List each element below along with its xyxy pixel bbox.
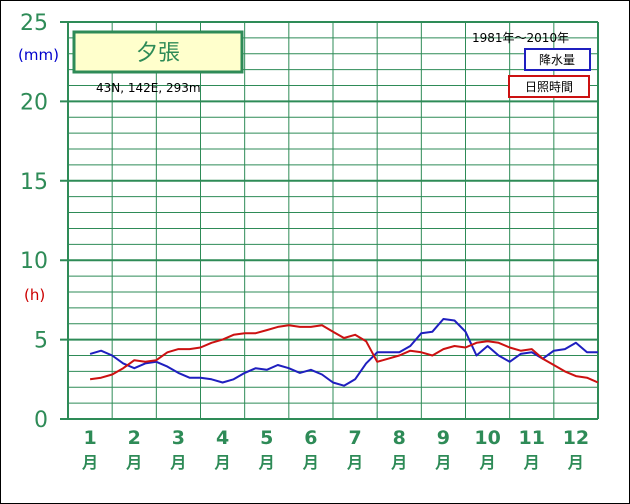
title-box <box>72 30 244 74</box>
x-tick-labels: 1 月 2 月 3 月 4 月 5 月 6 月 7 月 8 月 9 月 10 月 11 月 12 月 <box>81 427 589 472</box>
y-tick-label: 10 <box>20 249 48 274</box>
month-suffix-label: 月 <box>258 453 275 472</box>
y-tick-label: 25 <box>20 11 48 36</box>
month-number-label: 4 <box>216 427 229 449</box>
month-number-label: 1 <box>83 427 96 449</box>
month-number-label: 7 <box>348 427 361 449</box>
month-suffix-label: 月 <box>302 453 319 472</box>
period-label: 1981年～2010年 <box>472 31 569 45</box>
month-number-label: 2 <box>128 427 141 449</box>
month-suffix-label: 月 <box>346 453 363 472</box>
y-tick-label: 0 <box>34 408 48 433</box>
legend-precip-box <box>524 48 591 71</box>
chart-title: 夕張 <box>136 41 180 66</box>
precipitation-line <box>89 318 598 387</box>
month-suffix-label: 月 <box>479 453 496 472</box>
y-tick-label: 20 <box>20 90 48 115</box>
sunshine-unit-label: (h) <box>24 286 45 304</box>
legend-sunshine-label: 日照時間 <box>525 80 573 94</box>
legend-precip-label: 降水量 <box>539 53 575 67</box>
month-suffix-label: 月 <box>169 453 186 472</box>
grid <box>60 21 599 420</box>
location-label: 43N, 142E, 293m <box>96 81 201 95</box>
month-number-label: 12 <box>563 427 589 449</box>
month-suffix-label: 月 <box>567 453 584 472</box>
month-suffix-label: 月 <box>523 453 540 472</box>
month-number-label: 3 <box>172 427 185 449</box>
month-number-label: 6 <box>304 427 317 449</box>
y-tick-labels: 0 5 10 15 20 25 <box>20 11 48 433</box>
month-suffix-label: 月 <box>434 453 451 472</box>
month-number-label: 8 <box>393 427 406 449</box>
month-number-label: 5 <box>260 427 273 449</box>
month-number-label: 10 <box>474 427 500 449</box>
sunshine-line <box>89 324 599 384</box>
series-lines <box>89 318 599 387</box>
month-number-label: 11 <box>519 427 545 449</box>
month-suffix-label: 月 <box>81 453 98 472</box>
month-number-label: 9 <box>437 427 450 449</box>
month-suffix-label: 月 <box>390 453 407 472</box>
y-tick-label: 15 <box>20 170 48 195</box>
legend-sunshine-box <box>508 75 590 98</box>
month-suffix-label: 月 <box>214 453 231 472</box>
y-tick-label: 5 <box>34 329 48 354</box>
month-suffix-label: 月 <box>125 453 142 472</box>
precip-unit-label: (mm) <box>18 46 59 64</box>
